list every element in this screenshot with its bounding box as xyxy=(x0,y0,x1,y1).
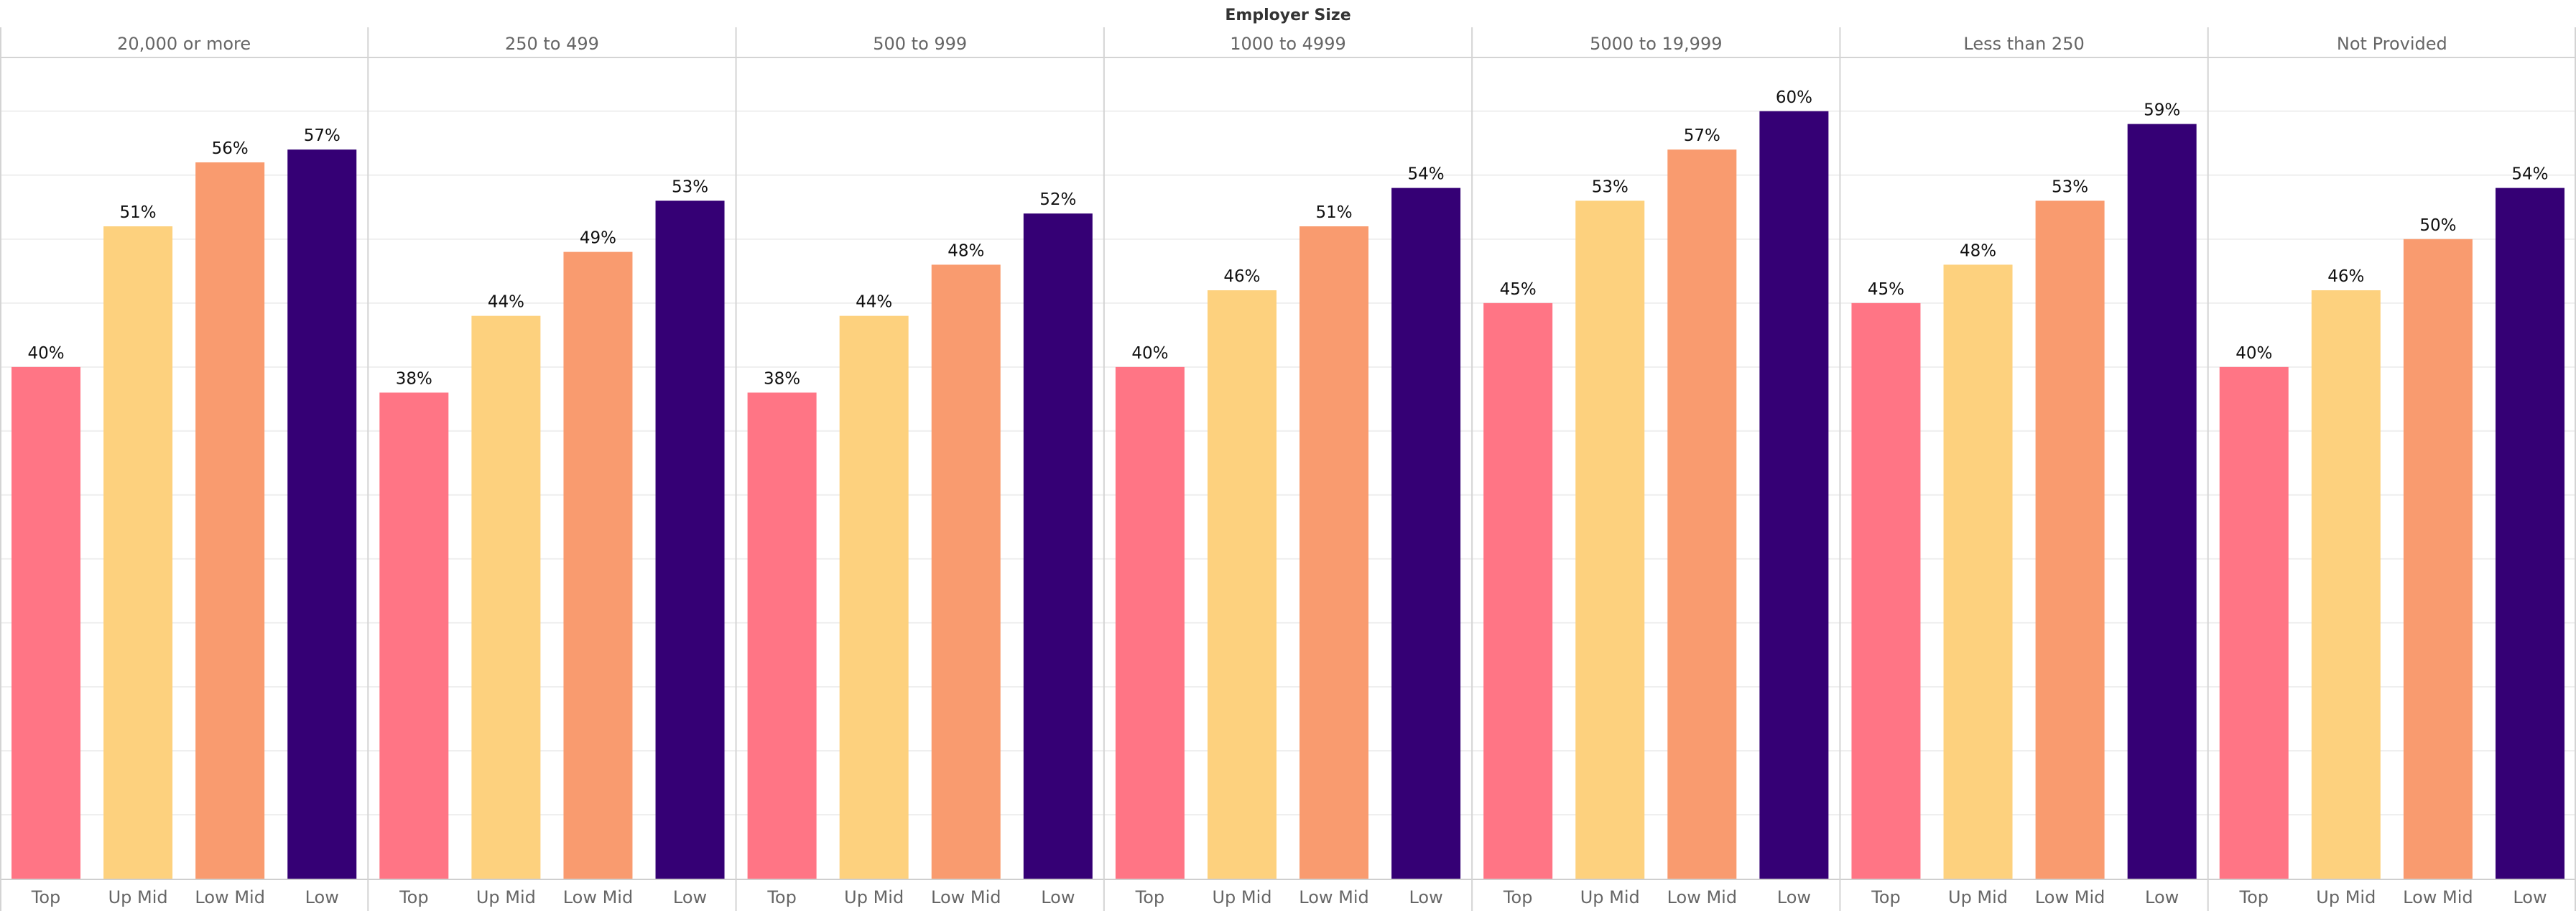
x-tick-label: Low Mid xyxy=(563,887,634,907)
x-tick-label: Up Mid xyxy=(1212,887,1271,907)
bar[interactable] xyxy=(195,162,265,879)
x-tick-label: Up Mid xyxy=(1580,887,1640,907)
x-tick-label: Top xyxy=(766,887,797,907)
x-tick-label: Up Mid xyxy=(108,887,168,907)
bar-value-label: 54% xyxy=(1408,165,1445,184)
bar-value-label: 53% xyxy=(2052,177,2088,196)
bar[interactable] xyxy=(839,315,909,879)
x-tick-label: Up Mid xyxy=(1948,887,2008,907)
x-tick-label: Low Mid xyxy=(1667,887,1738,907)
bar[interactable] xyxy=(287,149,357,879)
x-tick-label: Top xyxy=(31,887,61,907)
bar[interactable] xyxy=(931,264,1001,879)
bar[interactable] xyxy=(1299,226,1369,879)
bars xyxy=(11,111,2565,879)
bar-value-label: 60% xyxy=(1776,88,1812,107)
bar-value-label: 46% xyxy=(2327,267,2364,286)
bar-value-label: 40% xyxy=(27,344,64,363)
bar[interactable] xyxy=(1575,200,1645,879)
panel-label: 5000 to 19,999 xyxy=(1590,34,1722,54)
bar[interactable] xyxy=(1483,302,1553,879)
x-tick-label: Low xyxy=(1409,887,1442,907)
bar[interactable] xyxy=(379,392,449,879)
x-tick-label: Up Mid xyxy=(2316,887,2376,907)
x-tick-label: Low Mid xyxy=(195,887,265,907)
bar[interactable] xyxy=(1391,188,1461,879)
bar-value-label: 53% xyxy=(1592,177,1628,196)
x-tick-label: Low xyxy=(1777,887,1811,907)
bar-value-label: 57% xyxy=(304,126,340,145)
x-tick-label: Up Mid xyxy=(844,887,904,907)
bar[interactable] xyxy=(471,315,541,879)
x-tick-label: Top xyxy=(2239,887,2269,907)
bar-value-label: 38% xyxy=(396,369,432,388)
x-tick-label: Low Mid xyxy=(2403,887,2473,907)
x-tick-label: Low xyxy=(673,887,707,907)
panel-label: Not Provided xyxy=(2337,34,2447,54)
bar-value-label: 52% xyxy=(1039,190,1076,209)
bar[interactable] xyxy=(747,392,817,879)
x-tick-label: Low xyxy=(305,887,339,907)
x-tick-label: Low Mid xyxy=(1299,887,1369,907)
panel-label: Less than 250 xyxy=(1963,34,2084,54)
bar[interactable] xyxy=(2127,124,2197,879)
bar[interactable] xyxy=(2495,188,2565,879)
bar[interactable] xyxy=(1023,213,1093,879)
panel-frames xyxy=(0,27,2576,911)
bar-value-label: 44% xyxy=(488,293,524,312)
bar[interactable] xyxy=(1207,290,1277,879)
bar-value-label: 40% xyxy=(2236,344,2272,363)
bar[interactable] xyxy=(2219,366,2289,879)
x-tick-label: Low xyxy=(2145,887,2179,907)
bar[interactable] xyxy=(11,366,81,879)
x-tick-label: Top xyxy=(1503,887,1533,907)
bar[interactable] xyxy=(2311,290,2381,879)
x-tick-label: Up Mid xyxy=(476,887,536,907)
bar-value-label: 53% xyxy=(672,177,708,196)
x-tick-label: Low Mid xyxy=(2035,887,2105,907)
x-tick-label: Low xyxy=(2513,887,2547,907)
bar[interactable] xyxy=(655,200,725,879)
bar-value-label: 44% xyxy=(856,293,892,312)
bar-value-label: 56% xyxy=(212,139,249,158)
x-tick-label: Top xyxy=(1135,887,1165,907)
bar-value-label: 50% xyxy=(2419,216,2456,235)
bar-value-label: 45% xyxy=(1500,280,1537,299)
bar[interactable] xyxy=(103,226,173,879)
bar-value-label: 46% xyxy=(1223,267,1260,286)
bar[interactable] xyxy=(563,251,633,879)
bar-value-label: 48% xyxy=(1960,241,1996,260)
panel-label: 250 to 499 xyxy=(505,34,599,54)
bar-value-label: 51% xyxy=(1315,203,1352,222)
bar-value-label: 48% xyxy=(948,241,984,260)
bar-value-label: 54% xyxy=(2511,165,2548,184)
chart-title: Employer Size xyxy=(1225,6,1350,24)
bar[interactable] xyxy=(1667,149,1737,879)
x-tick-label: Top xyxy=(1871,887,1901,907)
bar[interactable] xyxy=(1759,111,1829,879)
bar[interactable] xyxy=(1115,366,1185,879)
bar[interactable] xyxy=(2403,239,2473,879)
labels: 20,000 or more 40% Top 51% Up Mid 56% Low Mid 5… xyxy=(27,34,2548,907)
bar[interactable] xyxy=(1943,264,2013,879)
bar-value-label: 40% xyxy=(1131,344,1168,363)
panel-label: 20,000 or more xyxy=(117,34,251,54)
bar[interactable] xyxy=(2035,200,2105,879)
bar-value-label: 59% xyxy=(2144,101,2180,120)
bar-value-label: 51% xyxy=(120,203,157,222)
panel-label: 1000 to 4999 xyxy=(1230,34,1346,54)
panel-label: 500 to 999 xyxy=(873,34,967,54)
bar[interactable] xyxy=(1851,302,1921,879)
bar-value-label: 38% xyxy=(764,369,800,388)
bar-value-label: 57% xyxy=(1684,126,1720,145)
x-tick-label: Top xyxy=(399,887,429,907)
x-tick-label: Low Mid xyxy=(931,887,1001,907)
bar-value-label: 45% xyxy=(1868,280,1904,299)
bar-value-label: 49% xyxy=(580,229,616,248)
x-tick-label: Low xyxy=(1041,887,1075,907)
